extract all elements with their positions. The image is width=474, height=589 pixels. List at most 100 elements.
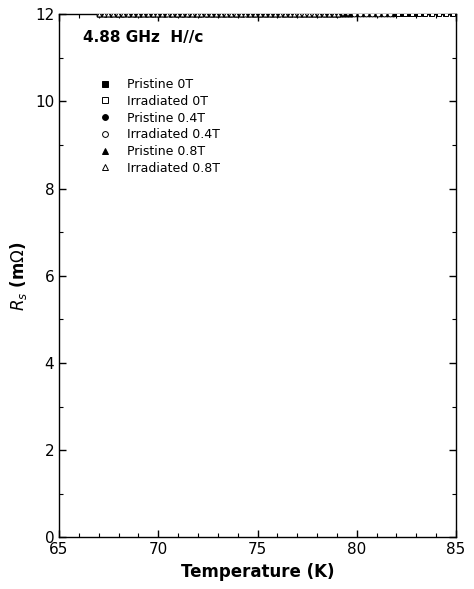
Pristine 0.4T	[168, 11, 174, 18]
Pristine 0.8T	[111, 11, 117, 18]
Irradiated 0.8T	[174, 11, 180, 18]
Irradiated 0T	[143, 11, 149, 18]
Irradiated 0.8T	[257, 11, 263, 18]
Pristine 0.4T	[252, 11, 258, 18]
Pristine 0T	[240, 11, 246, 18]
Pristine 0T	[319, 11, 325, 18]
Irradiated 0T	[177, 11, 183, 18]
Irradiated 0.4T	[256, 11, 262, 18]
Pristine 0.4T	[180, 11, 186, 18]
Irradiated 0.4T	[114, 11, 119, 18]
Pristine 0.4T	[102, 11, 108, 18]
Pristine 0T	[204, 11, 210, 18]
Irradiated 0.4T	[357, 11, 363, 18]
Irradiated 0T	[150, 11, 155, 18]
Irradiated 0.8T	[326, 11, 331, 18]
Pristine 0T	[226, 11, 231, 18]
Irradiated 0.8T	[306, 11, 312, 18]
Pristine 0.8T	[347, 11, 353, 18]
Pristine 0.4T	[319, 11, 324, 18]
Pristine 0.8T	[235, 11, 240, 18]
Irradiated 0.8T	[301, 11, 307, 18]
Pristine 0T	[399, 11, 405, 18]
Pristine 0.8T	[270, 11, 276, 18]
Irradiated 0.4T	[250, 11, 256, 18]
Pristine 0.4T	[174, 11, 180, 18]
Irradiated 0.8T	[135, 11, 141, 18]
Pristine 0T	[175, 11, 181, 18]
Line: Irradiated 0.4T: Irradiated 0.4T	[96, 12, 392, 16]
Pristine 0.8T	[204, 11, 210, 18]
Pristine 0.8T	[132, 11, 137, 18]
Pristine 0.8T	[239, 11, 245, 18]
Pristine 0T	[247, 11, 253, 18]
Irradiated 0.8T	[267, 11, 273, 18]
Pristine 0.8T	[245, 11, 250, 18]
Pristine 0.4T	[210, 11, 216, 18]
Pristine 0T	[269, 11, 275, 18]
Irradiated 0.4T	[179, 11, 185, 18]
Pristine 0.4T	[240, 11, 246, 18]
Irradiated 0.4T	[292, 11, 297, 18]
Pristine 0T	[96, 11, 101, 18]
Pristine 0.8T	[96, 11, 101, 18]
Pristine 0.4T	[294, 11, 300, 18]
Pristine 0T	[110, 11, 116, 18]
Irradiated 0.4T	[286, 11, 292, 18]
Line: Irradiated 0.8T: Irradiated 0.8T	[96, 12, 341, 16]
Pristine 0T	[276, 11, 282, 18]
Irradiated 0.8T	[253, 11, 258, 18]
Pristine 0.4T	[192, 11, 198, 18]
Irradiated 0.4T	[185, 11, 191, 18]
Irradiated 0T	[211, 11, 217, 18]
Irradiated 0.4T	[363, 11, 369, 18]
Pristine 0.8T	[117, 11, 122, 18]
Pristine 0.4T	[379, 11, 384, 18]
Pristine 0.4T	[246, 11, 252, 18]
Pristine 0T	[327, 11, 333, 18]
Irradiated 0.4T	[328, 11, 333, 18]
Pristine 0.4T	[343, 11, 348, 18]
Irradiated 0T	[395, 11, 401, 18]
Pristine 0.8T	[250, 11, 255, 18]
Pristine 0T	[377, 11, 383, 18]
Irradiated 0.4T	[197, 11, 202, 18]
Irradiated 0T	[443, 11, 449, 18]
Irradiated 0.4T	[268, 11, 273, 18]
Pristine 0T	[255, 11, 260, 18]
Pristine 0T	[384, 11, 390, 18]
Irradiated 0.8T	[336, 11, 341, 18]
Pristine 0.4T	[384, 11, 390, 18]
Pristine 0.4T	[222, 11, 228, 18]
Irradiated 0T	[286, 11, 292, 18]
Irradiated 0.8T	[184, 11, 190, 18]
Pristine 0.4T	[96, 11, 101, 18]
Irradiated 0T	[402, 11, 408, 18]
Pristine 0.8T	[322, 11, 328, 18]
Pristine 0.8T	[229, 11, 235, 18]
Pristine 0.4T	[150, 11, 155, 18]
Pristine 0T	[211, 11, 217, 18]
Pristine 0T	[442, 11, 448, 18]
Irradiated 0.4T	[244, 11, 250, 18]
Irradiated 0.8T	[199, 11, 204, 18]
Irradiated 0.8T	[223, 11, 229, 18]
Irradiated 0.8T	[243, 11, 248, 18]
Pristine 0.8T	[327, 11, 333, 18]
Pristine 0T	[103, 11, 109, 18]
Irradiated 0T	[320, 11, 326, 18]
Irradiated 0T	[368, 11, 374, 18]
Pristine 0.8T	[147, 11, 153, 18]
Irradiated 0.8T	[238, 11, 244, 18]
Pristine 0.4T	[186, 11, 192, 18]
Irradiated 0.8T	[272, 11, 278, 18]
Irradiated 0T	[409, 11, 415, 18]
Irradiated 0.4T	[143, 11, 149, 18]
Irradiated 0T	[129, 11, 135, 18]
Irradiated 0.4T	[119, 11, 125, 18]
Pristine 0.8T	[121, 11, 127, 18]
Irradiated 0T	[375, 11, 381, 18]
Irradiated 0T	[245, 11, 251, 18]
Irradiated 0.8T	[262, 11, 268, 18]
Irradiated 0.4T	[173, 11, 179, 18]
